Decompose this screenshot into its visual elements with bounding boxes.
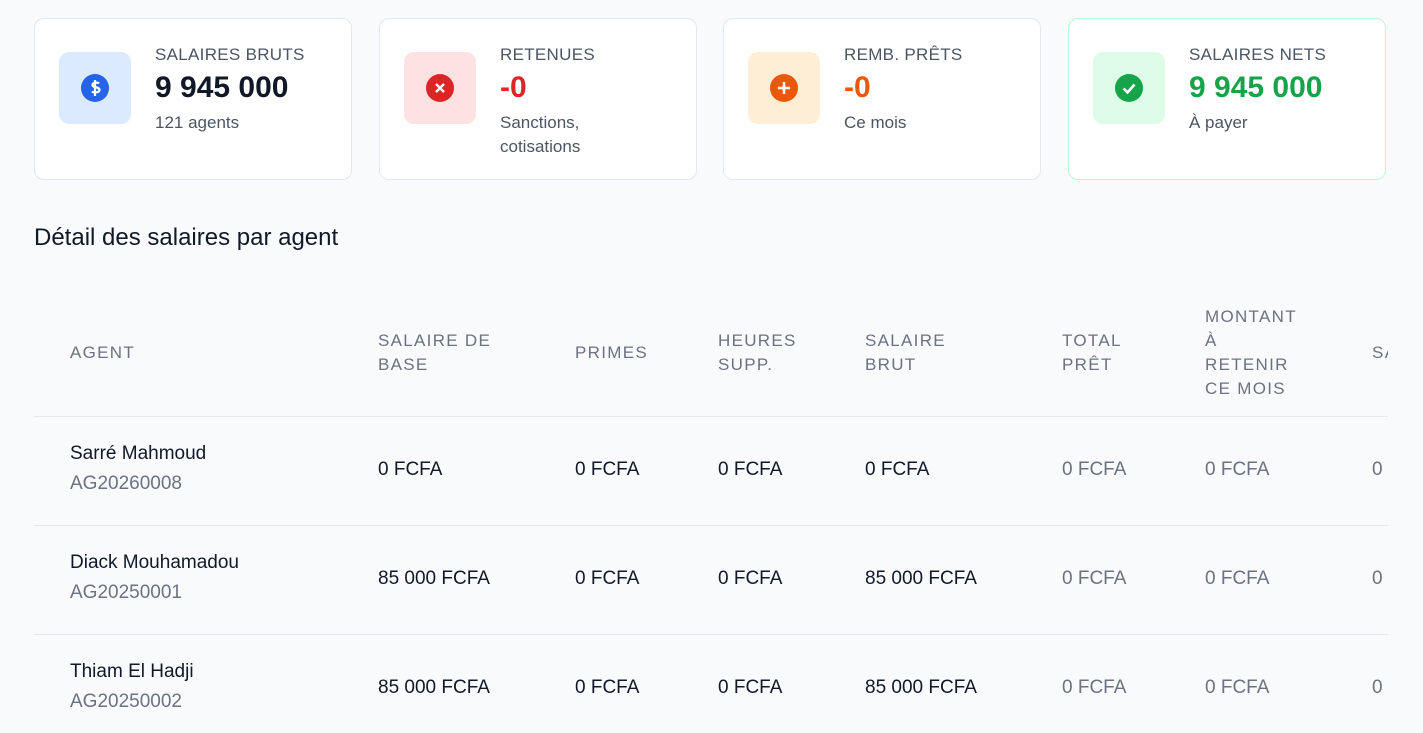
column-header: SA — [1372, 343, 1388, 362]
cell: 0 — [1372, 568, 1383, 589]
column-header: SALAIRE DE BASE — [378, 331, 492, 374]
cell: 0 — [1372, 459, 1383, 480]
icon — [59, 52, 131, 124]
column-header: HEURES SUPP. — [718, 331, 797, 374]
column-header: AGENT — [70, 343, 136, 362]
card-value: -0 — [500, 71, 527, 104]
icon — [1093, 52, 1165, 124]
table-row: Diack Mouhamadou AG20250001 85 000 FCFA 0 F… — [34, 526, 1388, 635]
icon — [404, 52, 476, 124]
cell: 0 FCFA — [1205, 677, 1270, 698]
agent-id: AG20250002 — [70, 691, 182, 712]
card-note: À payer — [1189, 113, 1248, 132]
card-label: SALAIRES NETS — [1189, 45, 1327, 64]
cell: 0 FCFA — [575, 677, 640, 698]
table: AGENT SALAIRE DE BASE PRIMES HEURES SUPP. SA… — [34, 290, 1388, 733]
cell: 0 — [1372, 677, 1383, 698]
table-row: Sarré Mahmoud AG20260008 0 FCFA 0 FCFA 0 FCF… — [34, 417, 1388, 526]
cell: 0 FCFA — [1062, 568, 1127, 589]
table-row: Thiam El Hadji AG20250002 85 000 FCFA 0 FCF… — [34, 635, 1388, 733]
agent-id: AG20260008 — [70, 473, 182, 494]
cell: 0 FCFA — [1062, 459, 1127, 480]
agent-id: AG20250001 — [70, 582, 182, 603]
card-value: 9 945 000 — [1189, 71, 1323, 104]
cell: 85 000 FCFA — [378, 677, 490, 698]
cell: 0 FCFA — [575, 568, 640, 589]
cell: 0 FCFA — [718, 568, 783, 589]
agent-name: Diack Mouhamadou — [70, 552, 239, 573]
card: RETENUES -0 Sanctions, cotisations — [379, 18, 697, 180]
cell: 85 000 FCFA — [865, 677, 977, 698]
icon — [748, 52, 820, 124]
cell: 85 000 FCFA — [865, 568, 977, 589]
card-note: 121 agents — [155, 113, 240, 132]
column-header: PRIMES — [575, 343, 648, 362]
cell: 0 FCFA — [575, 459, 640, 480]
card-label: REMB. PRÊTS — [844, 45, 963, 64]
agent-name: Thiam El Hadji — [70, 661, 194, 682]
card-note: Ce mois — [844, 113, 907, 132]
cell: 0 FCFA — [718, 459, 783, 480]
table-header: AGENT SALAIRE DE BASE PRIMES HEURES SUPP. SA… — [34, 290, 1388, 417]
column-header: TOTAL PRÊT — [1062, 331, 1122, 374]
cell: 0 FCFA — [1205, 568, 1270, 589]
card: REMB. PRÊTS -0 Ce mois — [723, 18, 1041, 180]
cell: 0 FCFA — [718, 677, 783, 698]
cell: 0 FCFA — [865, 459, 930, 480]
card-label: SALAIRES BRUTS — [155, 45, 305, 64]
cell: 0 FCFA — [1205, 459, 1270, 480]
card: SALAIRES NETS 9 945 000 À payer — [1068, 18, 1386, 180]
section-title: Détail des salaires par agent — [34, 224, 339, 251]
card: SALAIRES BRUTS 9 945 000 121 agents — [34, 18, 352, 180]
card-note: Sanctions, cotisations — [500, 113, 581, 156]
agent-name: Sarré Mahmoud — [70, 443, 207, 464]
cell: 0 FCFA — [378, 459, 443, 480]
cell: 85 000 FCFA — [378, 568, 490, 589]
cell: 0 FCFA — [1062, 677, 1127, 698]
column-header: SALAIRE BRUT — [865, 331, 946, 374]
card-value: 9 945 000 — [155, 71, 289, 104]
card-value: -0 — [844, 71, 871, 104]
column-header: MONTANT À RETENIR CE MOIS — [1205, 307, 1297, 398]
card-label: RETENUES — [500, 45, 595, 64]
